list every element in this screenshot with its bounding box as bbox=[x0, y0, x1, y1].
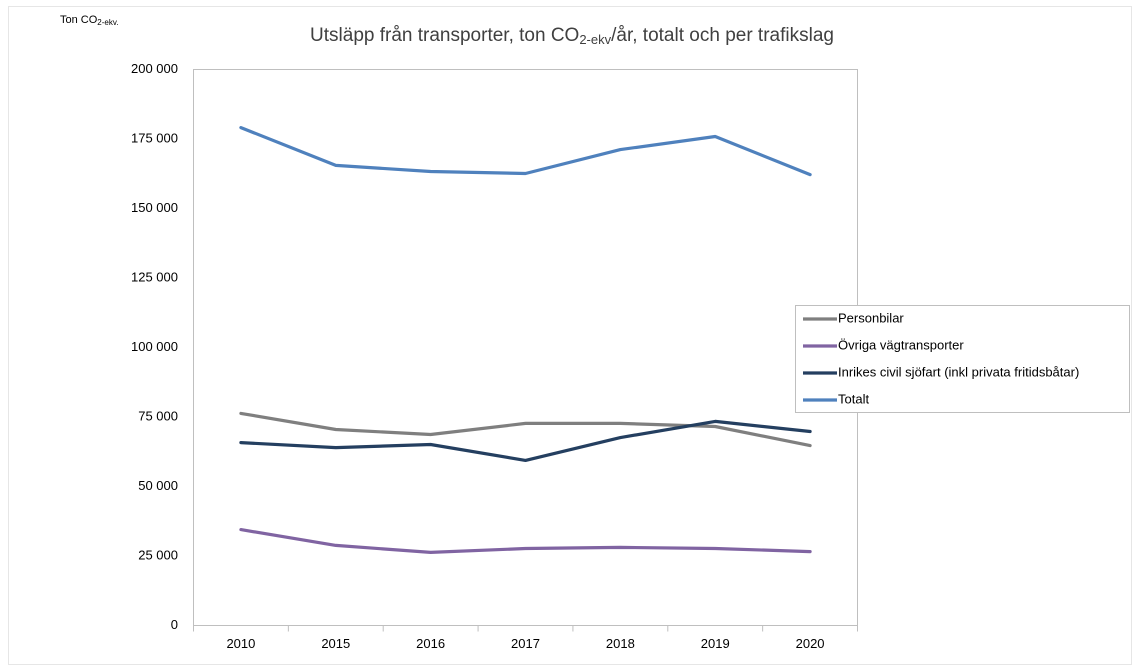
y-tick-label: 175 000 bbox=[131, 130, 178, 145]
x-tick-label: 2015 bbox=[321, 636, 350, 651]
chart-title: Utsläpp från transporter, ton CO2-ekv/år… bbox=[310, 25, 834, 47]
y-tick-label: 150 000 bbox=[131, 200, 178, 215]
title-text: Utsläpp från transporter, ton CO bbox=[310, 25, 579, 46]
title-subscript: 2-ekv bbox=[579, 32, 611, 47]
x-tick-label: 2020 bbox=[796, 636, 825, 651]
series-line bbox=[239, 411, 812, 448]
y-tick-label: 125 000 bbox=[131, 269, 178, 284]
x-tick-label: 2017 bbox=[511, 636, 540, 651]
series-line bbox=[239, 125, 812, 177]
legend-label: Personbilar bbox=[838, 310, 904, 325]
y-axis-label: Ton CO2-ekv. bbox=[60, 14, 119, 27]
y-tick-label: 0 bbox=[171, 617, 178, 632]
y-tick-label: 50 000 bbox=[138, 478, 178, 493]
legend-label: Inrikes civil sjöfart (inkl privata frit… bbox=[838, 364, 1079, 379]
x-tick-label: 2019 bbox=[701, 636, 730, 651]
y-tick-label: 25 000 bbox=[138, 547, 178, 562]
y-tick-label: 200 000 bbox=[131, 61, 178, 76]
series-line bbox=[239, 527, 812, 555]
x-tick-label: 2018 bbox=[606, 636, 635, 651]
legend-label: Övriga vägtransporter bbox=[838, 337, 964, 352]
title-text: /år, totalt och per trafikslag bbox=[611, 25, 834, 46]
x-tick-label: 2010 bbox=[226, 636, 255, 651]
y-label-text: Ton CO bbox=[60, 14, 98, 26]
legend-label: Totalt bbox=[838, 391, 869, 406]
y-label-subscript: 2-ekv. bbox=[97, 18, 118, 27]
series-line bbox=[239, 419, 812, 462]
y-tick-label: 75 000 bbox=[138, 408, 178, 423]
legend-box bbox=[795, 305, 1130, 413]
y-tick-label: 100 000 bbox=[131, 339, 178, 354]
x-tick-label: 2016 bbox=[416, 636, 445, 651]
